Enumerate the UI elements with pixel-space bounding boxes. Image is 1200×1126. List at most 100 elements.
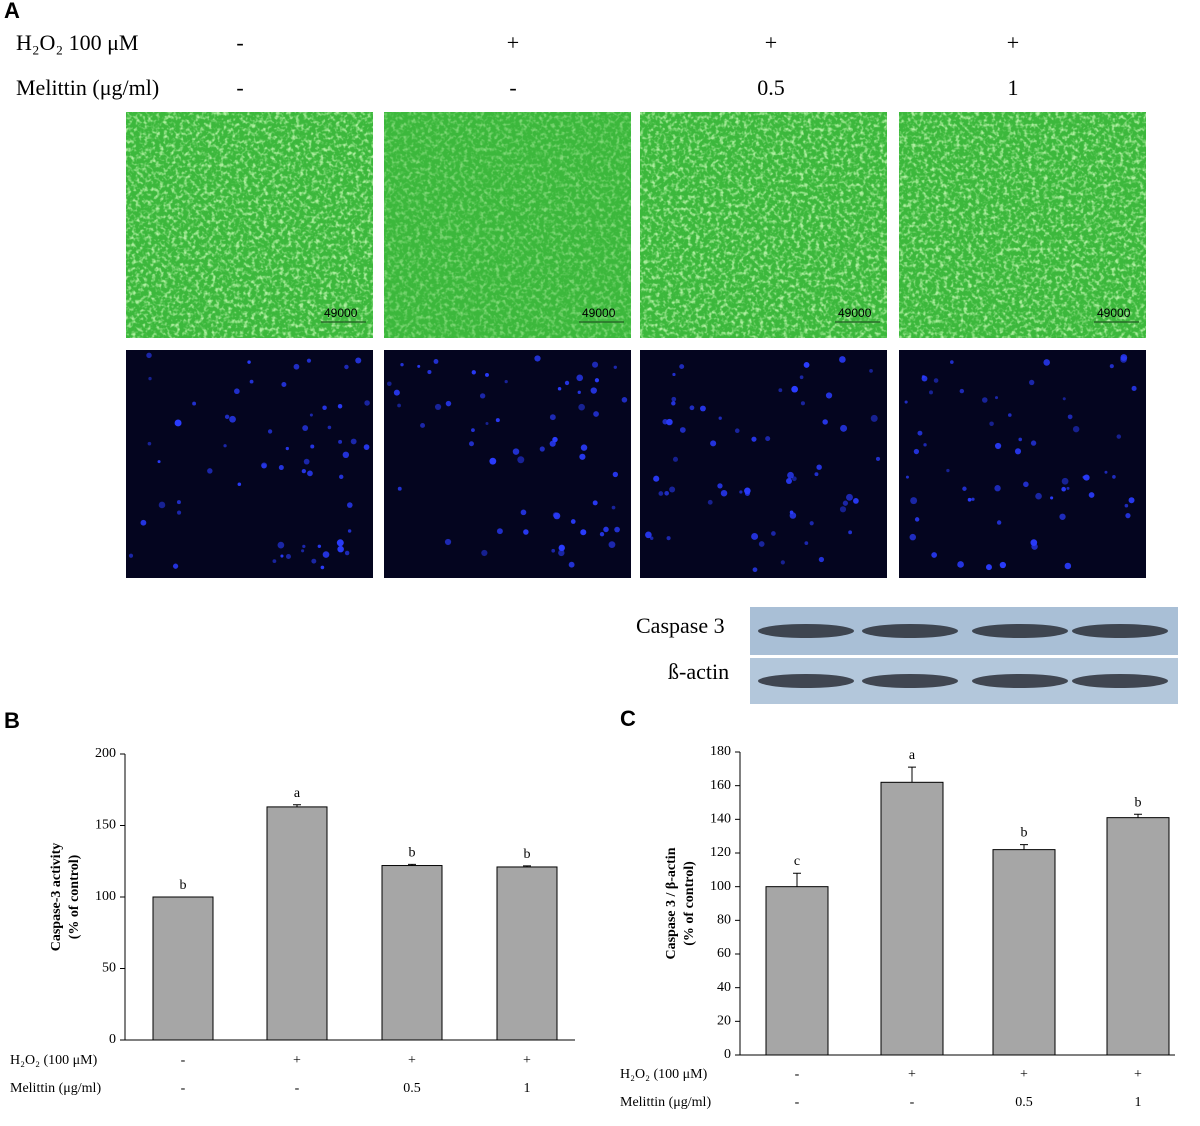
y-axis-label: (% of control) (67, 854, 82, 939)
nucleus (751, 533, 759, 540)
y-tick-label: 100 (95, 889, 116, 904)
nucleus (293, 363, 300, 370)
cell-texture (384, 112, 631, 338)
significance-letter: c (794, 854, 800, 869)
nucleus (1109, 364, 1114, 369)
nucleus (803, 362, 810, 368)
nucleus (679, 364, 685, 370)
condition-value: 1 (1008, 75, 1019, 100)
nucleus (957, 561, 964, 568)
blot-label: ß-actin (668, 659, 729, 684)
nucleus (397, 486, 402, 491)
nucleus (613, 365, 617, 369)
blot-label: Caspase 3 (636, 613, 725, 638)
nucleus (1104, 470, 1108, 474)
nucleus (842, 500, 849, 506)
nucleus (910, 497, 918, 505)
nucleus (1072, 425, 1080, 433)
nucleus (985, 564, 992, 571)
nucleus (364, 400, 370, 406)
nucleus (758, 541, 765, 547)
blot-band (972, 624, 1068, 638)
nucleus (590, 387, 597, 394)
nucleus (999, 561, 1007, 569)
y-tick-label: 0 (724, 1047, 731, 1062)
nucleus (671, 401, 676, 406)
x-row-label: H₂O₂ (100 μM) (10, 1053, 98, 1068)
nucleus (611, 505, 616, 510)
nucleus (570, 519, 576, 524)
blot-band (758, 624, 854, 638)
nucleus (787, 471, 794, 479)
nucleus (645, 531, 652, 539)
nucleus (666, 536, 671, 541)
x-row-value: + (408, 1053, 416, 1068)
nucleus (520, 509, 527, 516)
nucleus (433, 359, 439, 364)
nucleus (1061, 477, 1069, 485)
y-tick-label: 50 (102, 961, 116, 976)
cell-texture (126, 112, 373, 338)
nucleus (739, 490, 743, 494)
bar (496, 866, 558, 1041)
nucleus (1035, 492, 1042, 500)
nucleus (649, 536, 654, 540)
nucleus (158, 501, 166, 509)
nucleus (302, 425, 309, 431)
nucleus (420, 422, 426, 428)
nucleus (921, 375, 925, 379)
nucleus (1064, 562, 1072, 570)
bar (880, 781, 944, 1056)
nucleus (471, 370, 476, 375)
nucleus (485, 372, 489, 377)
nucleus (689, 405, 695, 411)
nucleus (278, 465, 284, 471)
y-axis-label: Caspase-3 activity (49, 843, 64, 952)
nucleus (917, 430, 923, 436)
nucleus (994, 396, 999, 400)
nucleus (672, 456, 679, 462)
nucleus (485, 422, 489, 426)
nucleus (327, 425, 332, 430)
x-row-value: 1 (1135, 1095, 1142, 1110)
scale-label: 49000 (582, 306, 616, 320)
nucleus (959, 388, 965, 394)
nucleus (933, 378, 939, 383)
bar (381, 865, 443, 1041)
nucleus (1008, 413, 1012, 417)
nucleus (822, 419, 828, 425)
nucleus (994, 442, 1002, 450)
nucleus (994, 485, 1001, 492)
nucleus (192, 401, 197, 406)
y-tick-label: 40 (717, 980, 731, 995)
nucleus (846, 493, 853, 501)
nucleus (971, 497, 975, 501)
nucleus (592, 500, 598, 506)
nucleus (558, 549, 565, 557)
nucleus (752, 567, 758, 573)
nucleus (564, 380, 570, 386)
nucleus (1043, 359, 1050, 366)
error-bar (1020, 844, 1028, 850)
nucleus (393, 389, 400, 396)
nucleus (700, 405, 706, 412)
nucleus (666, 418, 673, 426)
nucleus (905, 475, 909, 479)
scale-label: 49000 (838, 306, 872, 320)
nucleus (397, 403, 401, 408)
nucleus (577, 390, 581, 394)
nucleus (285, 553, 291, 560)
nucleus (568, 561, 575, 568)
error-bar (793, 872, 801, 887)
x-row-value: - (795, 1095, 800, 1110)
nucleus (207, 468, 213, 474)
nucleus (669, 486, 676, 493)
y-tick-label: 80 (717, 913, 731, 928)
nucleus (504, 379, 508, 384)
nucleus (1124, 503, 1129, 508)
nucleus (261, 462, 268, 469)
x-row-value: 0.5 (1015, 1095, 1033, 1110)
nucleus (870, 414, 878, 422)
nucleus (140, 519, 147, 526)
nucleus (223, 444, 227, 448)
